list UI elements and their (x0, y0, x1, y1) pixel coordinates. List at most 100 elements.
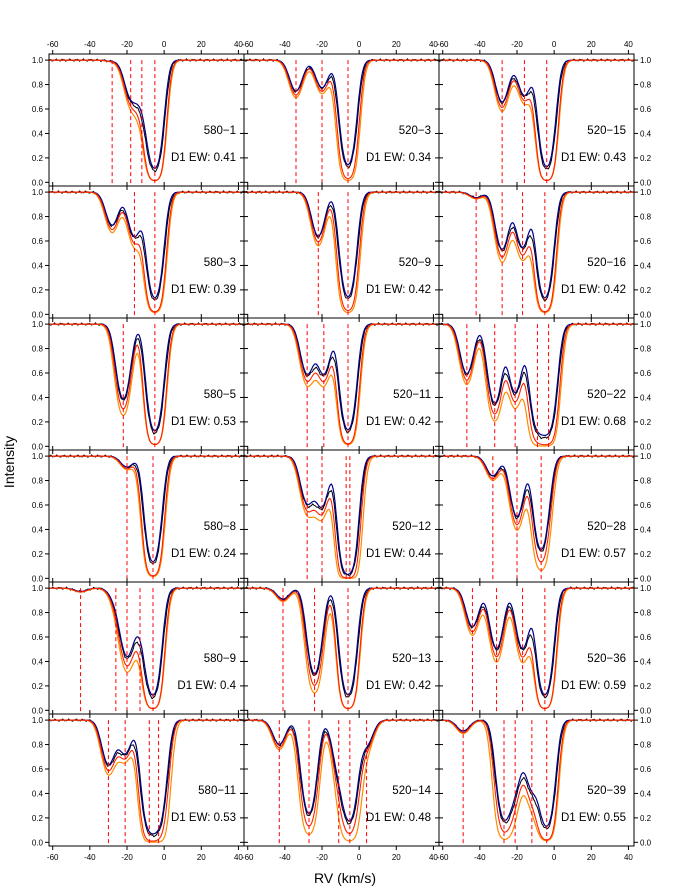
x-tick-label: 20 (197, 853, 206, 862)
panel-frame (438, 713, 635, 847)
y-tick-label: 0.8 (640, 609, 652, 618)
x-tick-label: 20 (587, 40, 596, 49)
panel-frame (243, 581, 440, 715)
panel: 520−36 D1 EW: 0.59 0.0 0.2 0.4 0.6 0.8 1.0 (438, 581, 652, 715)
y-tick-label: 0.0 (32, 574, 44, 583)
observed-spectrum-line (438, 586, 635, 699)
y-tick-label: 0.8 (32, 477, 44, 486)
panel: 580−11 D1 EW: 0.53 0.0 0.2 0.4 0.6 0.8 1.0 -60 -4… (32, 713, 245, 862)
panel-ew-label: D1 EW: 0.43 (561, 152, 626, 164)
x-tick-label: 0 (162, 853, 167, 862)
y-tick-label: 1.0 (32, 584, 44, 593)
y-tick-label: 0.6 (640, 237, 652, 246)
panel-label: 520−11 (393, 389, 431, 401)
y-tick-label: 1.0 (640, 188, 652, 197)
panel: 520−3 D1 EW: 0.34 -60 -40 -20 0 20 40 (242, 40, 440, 187)
red-model-line (439, 323, 634, 446)
panel: 520−9 D1 EW: 0.42 (243, 185, 440, 319)
red-model-line (439, 455, 634, 563)
y-tick-label: 0.4 (32, 261, 44, 270)
x-tick-label: 20 (392, 853, 401, 862)
y-tick-label: 0.6 (32, 633, 44, 642)
panel-label: 520−16 (587, 257, 626, 269)
panel: 580−8 D1 EW: 0.24 0.0 0.2 0.4 0.6 0.8 1.0 (32, 449, 245, 583)
panel-ew-label: D1 EW: 0.42 (366, 284, 431, 296)
x-tick-label: -40 (279, 853, 291, 862)
y-tick-label: 0.2 (32, 550, 44, 559)
red-model-line (244, 323, 439, 445)
y-tick-label: 0.6 (640, 369, 652, 378)
x-tick-label: -60 (242, 853, 254, 862)
y-tick-label: 0.6 (32, 105, 44, 114)
y-tick-label: 0.2 (640, 154, 652, 163)
red-model-line (49, 323, 244, 446)
panel-label: 580−3 (204, 257, 236, 269)
x-tick-label: 20 (587, 853, 596, 862)
y-tick-label: 0.4 (640, 129, 652, 138)
y-tick-label: 0.0 (32, 442, 44, 451)
y-tick-label: 0.0 (640, 574, 652, 583)
panel: 520−11 D1 EW: 0.42 (243, 317, 440, 451)
y-tick-label: 0.2 (640, 682, 652, 691)
x-tick-label: 40 (429, 853, 438, 862)
panel-label: 520−36 (587, 653, 626, 665)
red-model-line (244, 455, 439, 579)
panel: 520−22 D1 EW: 0.68 0.0 0.2 0.4 0.6 0.8 1.0 (438, 317, 652, 451)
y-tick-label: 0.2 (640, 286, 652, 295)
y-tick-label: 0.0 (640, 706, 652, 715)
x-tick-label: -40 (474, 40, 486, 49)
blue-model-line (439, 455, 634, 551)
x-tick-label: -40 (84, 853, 96, 862)
x-tick-label: -60 (242, 40, 254, 49)
panel-ew-label: D1 EW: 0.59 (561, 680, 626, 692)
y-tick-label: 1.0 (640, 716, 652, 725)
blue-model-line (49, 191, 244, 299)
y-tick-label: 0.6 (32, 765, 44, 774)
y-tick-label: 1.0 (32, 716, 44, 725)
red-model-line (49, 455, 244, 577)
panel: 580−1 D1 EW: 0.41 0.0 0.2 0.4 0.6 0.8 1.0-60 -40… (32, 40, 245, 187)
panel: 520−15 D1 EW: 0.43 0.0 0.2 0.4 0.6 0.8 1.0 -60 -4… (437, 40, 652, 187)
panel-ew-label: D1 EW: 0.42 (561, 284, 626, 296)
panel-frame (243, 317, 440, 451)
panel-ew-label: D1 EW: 0.24 (171, 548, 237, 560)
y-tick-label: 0.6 (32, 237, 44, 246)
x-axis-label: RV (km/s) (314, 870, 376, 886)
x-tick-label: -60 (437, 40, 449, 49)
panel-ew-label: D1 EW: 0.57 (561, 548, 626, 560)
panel-label: 520−9 (399, 257, 431, 269)
panel: 520−14 D1 EW: 0.48 -60 -40 -20 0 20 40 (242, 713, 440, 862)
y-tick-label: 0.8 (640, 477, 652, 486)
x-tick-label: 0 (162, 40, 167, 49)
panel-label: 580−11 (198, 785, 236, 797)
panel: 520−13 D1 EW: 0.42 (243, 581, 440, 715)
red-model-line (49, 59, 244, 182)
panel: 520−39 D1 EW: 0.55 0.0 0.2 0.4 0.6 0.8 1.0 -60 -4… (437, 713, 652, 862)
y-tick-label: 1.0 (640, 452, 652, 461)
y-tick-label: 0.4 (32, 657, 44, 666)
blue-model-line (49, 323, 244, 432)
blue-model-line (439, 191, 634, 299)
y-tick-label: 0.6 (640, 633, 652, 642)
panel-ew-label: D1 EW: 0.41 (171, 152, 236, 164)
x-tick-label: -20 (511, 40, 523, 49)
y-tick-label: 0.4 (640, 525, 652, 534)
panel-ew-label: D1 EW: 0.34 (366, 152, 432, 164)
y-tick-label: 0.6 (640, 765, 652, 774)
y-tick-label: 1.0 (32, 452, 44, 461)
y-tick-label: 0.0 (640, 442, 652, 451)
red-model-line (244, 191, 439, 312)
panel-label: 580−5 (204, 389, 236, 401)
y-tick-label: 0.6 (32, 501, 44, 510)
y-tick-label: 0.8 (640, 81, 652, 90)
observed-spectrum-line (48, 322, 245, 435)
x-tick-label: 40 (234, 40, 243, 49)
y-axis-label: Intensity (1, 436, 17, 488)
panel-frame (48, 581, 245, 715)
panel: 580−5 D1 EW: 0.53 0.0 0.2 0.4 0.6 0.8 1.0 (32, 317, 245, 451)
y-tick-label: 0.2 (32, 682, 44, 691)
x-tick-label: 20 (197, 40, 206, 49)
x-tick-label: -20 (316, 40, 328, 49)
panel-ew-label: D1 EW: 0.55 (561, 812, 626, 824)
blue-model-line (439, 587, 634, 696)
